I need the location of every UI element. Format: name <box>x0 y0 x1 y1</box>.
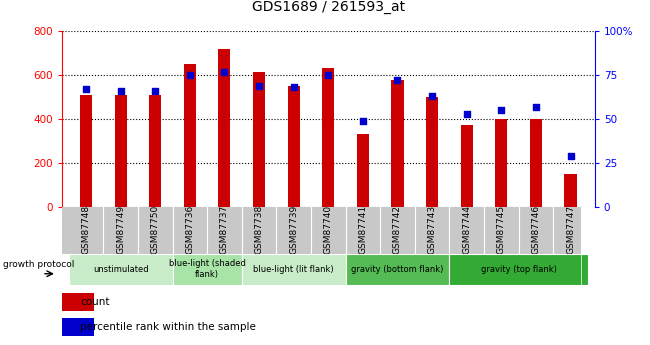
Text: GSM87744: GSM87744 <box>462 205 471 254</box>
Text: growth protocol: growth protocol <box>3 260 75 269</box>
Bar <box>242 254 346 285</box>
Text: GSM87737: GSM87737 <box>220 205 229 254</box>
Text: GSM87743: GSM87743 <box>428 205 437 254</box>
Bar <box>391 80 404 207</box>
Bar <box>322 68 334 207</box>
Bar <box>69 254 172 285</box>
Bar <box>346 254 449 285</box>
Bar <box>218 49 231 207</box>
Text: GSM87739: GSM87739 <box>289 205 298 254</box>
Text: GSM87738: GSM87738 <box>255 205 263 254</box>
Point <box>150 88 161 93</box>
Bar <box>80 95 92 207</box>
Bar <box>184 64 196 207</box>
Bar <box>62 318 94 336</box>
Text: unstimulated: unstimulated <box>93 265 148 274</box>
Text: gravity (bottom flank): gravity (bottom flank) <box>351 265 444 274</box>
Point <box>392 78 402 83</box>
Bar <box>564 175 577 207</box>
Bar <box>461 125 473 207</box>
Bar <box>426 97 438 207</box>
Point <box>116 88 126 93</box>
Text: GSM87742: GSM87742 <box>393 205 402 254</box>
Bar <box>495 119 508 207</box>
Text: GSM87740: GSM87740 <box>324 205 333 254</box>
Bar <box>530 119 542 207</box>
Bar <box>357 134 369 207</box>
Text: GSM87745: GSM87745 <box>497 205 506 254</box>
Bar <box>62 293 94 310</box>
Point <box>219 69 229 74</box>
Point <box>289 85 299 90</box>
Bar <box>253 72 265 207</box>
Point <box>254 83 265 88</box>
Point <box>427 93 437 99</box>
Text: GSM87746: GSM87746 <box>532 205 540 254</box>
Bar <box>287 87 300 207</box>
Bar <box>449 254 588 285</box>
Point <box>496 108 506 113</box>
Point <box>81 86 91 92</box>
Point <box>566 153 576 159</box>
Point <box>462 111 472 117</box>
Text: count: count <box>81 297 110 307</box>
Bar <box>114 95 127 207</box>
Text: GSM87736: GSM87736 <box>185 205 194 254</box>
Text: GSM87747: GSM87747 <box>566 205 575 254</box>
Text: GSM87741: GSM87741 <box>358 205 367 254</box>
Text: gravity (top flank): gravity (top flank) <box>480 265 556 274</box>
Text: blue-light (lit flank): blue-light (lit flank) <box>254 265 334 274</box>
Text: GSM87750: GSM87750 <box>151 205 160 254</box>
Text: GSM87749: GSM87749 <box>116 205 125 254</box>
Text: blue-light (shaded
flank): blue-light (shaded flank) <box>169 259 246 279</box>
Point <box>358 118 368 124</box>
Text: GSM87748: GSM87748 <box>81 205 90 254</box>
Text: percentile rank within the sample: percentile rank within the sample <box>81 322 256 332</box>
Bar <box>149 95 161 207</box>
Point <box>323 72 333 78</box>
Bar <box>172 254 242 285</box>
Text: GDS1689 / 261593_at: GDS1689 / 261593_at <box>252 0 405 14</box>
Point <box>185 72 195 78</box>
Point <box>530 104 541 109</box>
